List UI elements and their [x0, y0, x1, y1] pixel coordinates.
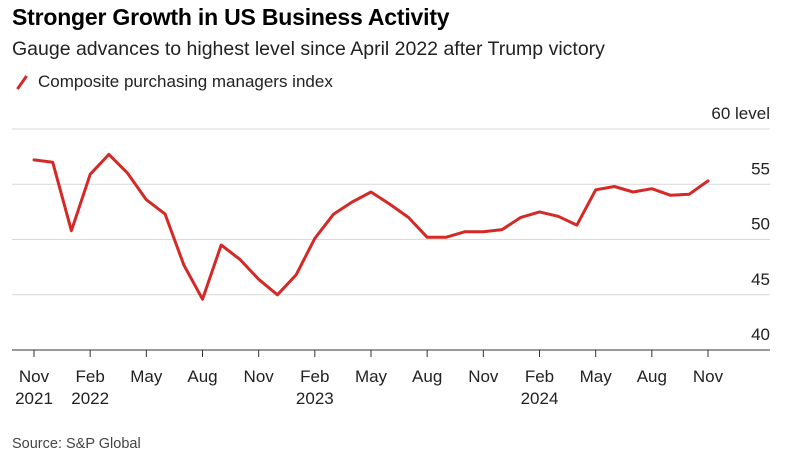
x-tick-year-label: 2023 — [296, 389, 334, 408]
data-point-aug-2022 — [201, 298, 204, 301]
data-point-jun-2024 — [613, 185, 616, 188]
data-point-jun-2022 — [164, 213, 167, 216]
data-point-nov-2023 — [482, 230, 485, 233]
data-point-jul-2023 — [407, 216, 410, 219]
x-tick-label: Feb — [300, 367, 329, 386]
data-point-apr-2022 — [126, 172, 129, 175]
data-point-may-2024 — [594, 188, 597, 191]
chart-title: Stronger Growth in US Business Activity — [12, 4, 450, 30]
y-tick-labels: 60 level 55 50 45 40 — [711, 104, 770, 344]
data-point-may-2022 — [145, 198, 148, 201]
data-point-mar-2022 — [107, 153, 110, 156]
data-point-dec-2021 — [51, 161, 54, 164]
x-tick-year-label: 2022 — [71, 389, 109, 408]
gridlines — [12, 128, 770, 296]
y-tick-label-40: 40 — [751, 325, 770, 344]
x-tick-label: Aug — [187, 367, 217, 386]
y-tick-label-55: 55 — [751, 159, 770, 178]
x-tick-year-label: 2024 — [521, 389, 559, 408]
data-point-aug-2023 — [426, 236, 429, 239]
data-point-jul-2022 — [182, 263, 185, 266]
x-tick-label: May — [355, 367, 388, 386]
data-point-feb-2022 — [89, 173, 92, 176]
x-tick-label: Feb — [525, 367, 554, 386]
data-point-nov-2022 — [257, 278, 260, 281]
data-point-jan-2023 — [295, 273, 298, 276]
data-point-oct-2023 — [463, 230, 466, 233]
x-tick-label: May — [130, 367, 163, 386]
y-tick-label-50: 50 — [751, 215, 770, 234]
data-point-may-2023 — [370, 191, 373, 194]
data-point-jan-2022 — [70, 229, 73, 232]
x-axis — [12, 349, 770, 357]
series — [32, 152, 710, 301]
x-tick-labels: Nov 2021 Feb 2022 May Aug Nov Feb 2023 May Aug Nov F… — [15, 367, 724, 408]
x-tick-label: Nov — [693, 367, 724, 386]
legend: Composite purchasing managers index — [12, 72, 333, 92]
data-point-sep-2023 — [444, 236, 447, 239]
data-point-oct-2024 — [688, 193, 691, 196]
y-tick-label-45: 45 — [751, 270, 770, 289]
data-point-oct-2022 — [238, 258, 241, 261]
x-tick-year-label: 2021 — [15, 389, 53, 408]
data-point-mar-2023 — [332, 213, 335, 216]
x-tick-label: Feb — [76, 367, 105, 386]
data-point-aug-2024 — [650, 187, 653, 190]
x-tick-label: Aug — [637, 367, 667, 386]
data-point-jan-2024 — [519, 216, 522, 219]
data-point-feb-2023 — [313, 237, 316, 240]
data-point-apr-2024 — [575, 224, 578, 227]
data-point-dec-2022 — [276, 293, 279, 296]
source-note: Source: S&P Global — [12, 436, 141, 452]
data-point-dec-2023 — [501, 228, 504, 231]
data-point-jul-2024 — [632, 191, 635, 194]
legend-label: Composite purchasing managers index — [38, 72, 333, 91]
x-tick-label: May — [580, 367, 613, 386]
data-point-feb-2024 — [538, 210, 541, 213]
data-point-mar-2024 — [557, 215, 560, 218]
data-point-nov-2021 — [33, 158, 36, 161]
x-tick-label: Nov — [468, 367, 499, 386]
series-line-composite-pmi — [32, 152, 710, 301]
y-tick-label-60: 60 level — [711, 104, 770, 123]
chart-subtitle: Gauge advances to highest level since Ap… — [12, 38, 605, 60]
data-point-apr-2023 — [351, 200, 354, 203]
data-point-sep-2022 — [220, 244, 223, 247]
x-tick-label: Nov — [244, 367, 275, 386]
x-tick-label: Aug — [412, 367, 442, 386]
x-tick-label: Nov — [19, 367, 50, 386]
data-point-nov-2024 — [707, 179, 710, 182]
data-point-sep-2024 — [669, 194, 672, 197]
data-point-jun-2023 — [388, 203, 391, 206]
